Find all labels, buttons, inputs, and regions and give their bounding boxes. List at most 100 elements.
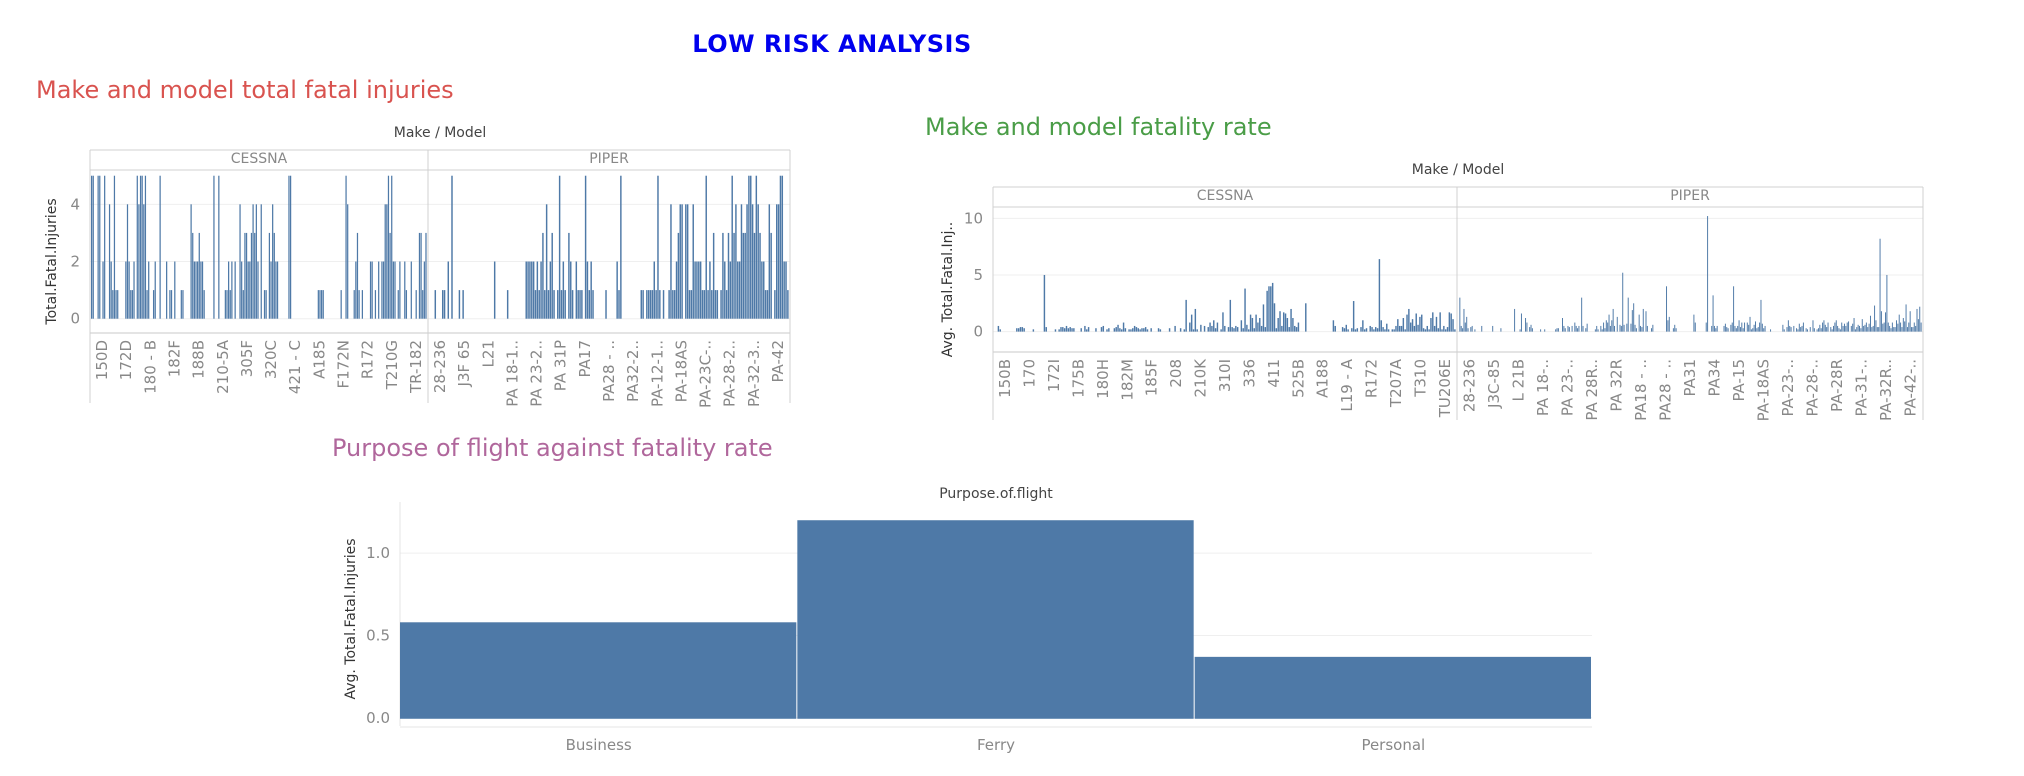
chart1-bar	[115, 290, 117, 319]
chart2-bar	[1834, 322, 1836, 332]
chart2-bar	[1514, 308, 1516, 332]
chart2-bar	[1574, 322, 1576, 332]
chart1-bar	[764, 290, 767, 319]
chart1-bar	[389, 232, 391, 319]
chart2-bar	[1868, 323, 1870, 332]
chart2-bar	[1393, 329, 1395, 332]
chart1-bar	[381, 261, 383, 319]
chart2-bar	[1446, 327, 1449, 332]
chart2-bar	[1604, 328, 1606, 332]
chart2-bar	[1902, 318, 1904, 332]
chart1-bar	[254, 232, 256, 319]
chart2-bar	[1122, 322, 1125, 332]
chart2-bar	[1597, 329, 1599, 332]
chart1-bar	[371, 261, 373, 319]
chart1-bar	[616, 261, 618, 319]
chart2-xtick-label: PA34	[1706, 359, 1724, 396]
chart1-bar	[422, 290, 424, 319]
chart2-bar	[1194, 308, 1197, 332]
chart1-bar	[568, 232, 570, 319]
chart1-bar	[125, 261, 127, 319]
chart1-bar	[405, 290, 408, 319]
chart2-bar	[1864, 324, 1866, 332]
chart1-xtick-label: 150D	[93, 340, 111, 380]
chart2-bar	[1761, 323, 1763, 332]
chart1-bar	[423, 261, 425, 319]
chart1-bar	[169, 290, 171, 319]
chart2-bar	[1115, 327, 1117, 332]
chart1-bar	[356, 232, 359, 319]
chart1-xtick-label: 305F	[238, 340, 256, 377]
chart2-xtick-label: PA 23-..	[1558, 359, 1576, 416]
chart2-bar	[1879, 238, 1881, 332]
chart2-bar	[1827, 322, 1829, 332]
chart2-bar	[1813, 328, 1815, 332]
chart2-bar	[1909, 311, 1911, 332]
chart2-bar	[1343, 328, 1346, 332]
chart2-bar	[1373, 329, 1375, 332]
chart2-bar	[1801, 325, 1803, 332]
chart1-bar	[592, 290, 594, 319]
chart2-bar	[1652, 324, 1654, 332]
chart2-bar	[1189, 322, 1191, 332]
chart2-bar	[1144, 327, 1147, 332]
chart2-bar	[1911, 327, 1913, 332]
chart2-bar	[1530, 324, 1532, 332]
chart1-bar	[536, 261, 539, 319]
chart2-bar	[1244, 288, 1246, 332]
chart2-bar	[1119, 328, 1121, 332]
chart2-bar	[1908, 322, 1910, 332]
chart2-bar	[1526, 322, 1528, 332]
chart1-pane-piper: PIPER 28-236 J3F 65 L21 PA 18-1.. PA 23-2.. PA…	[431, 150, 791, 408]
chart1-bar	[415, 290, 417, 319]
chart2-bar	[1421, 314, 1423, 332]
chart2-pane-label: PIPER	[1670, 188, 1710, 204]
chart1-bar	[410, 261, 412, 319]
chart1-xtick-label: R172	[359, 340, 377, 379]
chart2-bar	[1819, 324, 1821, 332]
chart1-bar	[724, 261, 726, 319]
chart2-bar	[1540, 329, 1542, 332]
chart2-bar	[1130, 329, 1132, 332]
chart1-xtick-label: PA 23-2..	[528, 340, 546, 407]
chart1-xtick-label: PA-42	[769, 340, 787, 383]
chart2-bar	[1294, 325, 1296, 332]
chart2-bar	[1627, 297, 1629, 332]
chart2-bar	[1820, 328, 1822, 332]
chart1-bar	[195, 261, 197, 319]
chart2-bar	[1748, 324, 1750, 332]
chart2-bar	[1857, 324, 1859, 332]
chart2-xtick-label: 28-236	[1460, 359, 1478, 412]
chart1-bar	[386, 204, 388, 319]
chart2-bar	[1360, 327, 1362, 332]
chart1-bar	[441, 290, 444, 319]
chart2-bar	[1419, 316, 1421, 332]
chart1-xtick-label: PA-23C-..	[697, 340, 715, 408]
chart2-bar	[1642, 308, 1644, 332]
chart1-bar	[152, 290, 155, 319]
chart2-bar	[1705, 322, 1707, 332]
chart1-bar	[737, 261, 739, 319]
chart2-bar	[1622, 272, 1624, 332]
chart3-ytick-label: 0.5	[366, 626, 390, 644]
chart2-bar	[1179, 328, 1182, 332]
chart2-xtick-label: 182M	[1118, 359, 1136, 401]
chart1-bar	[590, 261, 592, 319]
chart1-bar	[744, 232, 746, 319]
chart1-bar	[226, 290, 228, 319]
chart1-plot: Make / Model 0 2 4 Total.Fatal.Injuries CESSN…	[44, 125, 791, 408]
chart1-xtick-label: PA 31P	[552, 340, 570, 391]
chart1-bar	[547, 290, 550, 319]
chart1-bar	[694, 261, 696, 319]
chart2-xtick-label: A188	[1314, 359, 1332, 398]
chart1-bar	[709, 261, 711, 319]
chart1-bar	[646, 290, 648, 319]
chart1-bar	[130, 290, 132, 319]
chart2-bar	[1893, 327, 1895, 332]
chart1-xtick-label: T210G	[383, 340, 401, 390]
chart2-bar	[1886, 274, 1888, 332]
chart1-xtick-label: 210-5A	[214, 339, 232, 394]
chart3-bar-business	[400, 622, 797, 719]
chart1-bar	[759, 232, 761, 319]
